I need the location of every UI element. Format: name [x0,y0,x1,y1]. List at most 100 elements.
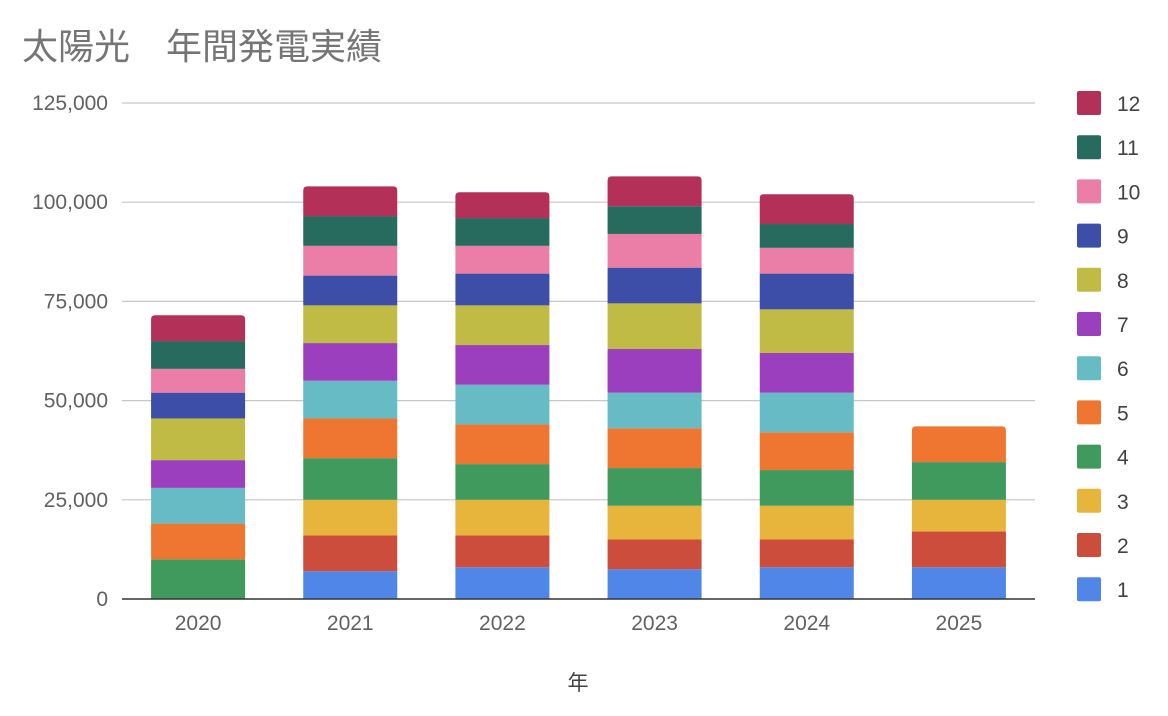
legend-swatch-9 [1077,223,1101,248]
legend-label-7: 7 [1117,314,1129,337]
legend-label-11: 11 [1117,137,1139,160]
legend-swatch-12 [1077,91,1101,115]
bar-segment-2020-10 [151,368,246,393]
bar-segment-2023-9 [607,267,702,304]
bar-segment-2024-8 [759,309,854,353]
bar-segment-2025-3 [911,499,1006,532]
legend-swatch-10 [1077,179,1101,204]
legend-swatch-3 [1077,488,1101,513]
bar-segment-2024-1 [759,567,854,599]
bar-segment-2023-3 [607,505,702,540]
bar-segment-2022-4 [455,464,550,500]
bar-segment-2022-1 [455,567,550,599]
bar-segment-2020-4 [151,559,246,599]
bar-segment-2022-11 [455,218,550,246]
bar-segment-2022-10 [455,245,550,274]
bar-segment-2021-6 [303,380,398,419]
x-tick-label: 2022 [479,612,526,635]
bar-segment-2020-8 [151,418,246,461]
legend-label-1: 1 [1117,579,1129,602]
bar-segment-2023-2 [607,539,702,570]
legend-label-10: 10 [1117,181,1140,204]
y-tick-label: 0 [96,588,108,611]
legend-label-4: 4 [1117,447,1129,470]
bar-segment-2021-10 [303,245,398,276]
bar-segment-2021-7 [303,343,398,381]
x-tick-label: 2025 [936,612,983,635]
bar-segment-2021-2 [303,535,398,572]
y-tick-label: 75,000 [44,290,108,313]
bar-segment-2021-3 [303,499,398,536]
legend-swatch-1 [1077,577,1101,602]
bar-segment-2024-4 [759,470,854,506]
legend-swatch-6 [1077,356,1101,381]
x-axis-title: 年 [568,671,589,695]
bar-segment-2022-3 [455,499,550,536]
bar-segment-2023-10 [607,233,702,268]
legend-label-2: 2 [1117,535,1129,558]
bar-segment-2024-3 [759,505,854,540]
bar-segment-2022-8 [455,305,550,346]
legend-swatch-11 [1077,135,1101,160]
bar-segment-2020-9 [151,392,246,419]
bar-segment-2023-1 [607,569,702,599]
bar-segment-2024-11 [759,224,854,248]
bar-segment-2021-9 [303,275,398,306]
legend-label-3: 3 [1117,491,1129,514]
y-tick-label: 50,000 [44,390,108,413]
legend-label-6: 6 [1117,358,1129,381]
x-tick-label: 2023 [631,612,678,635]
legend-swatch-7 [1077,312,1101,336]
bar-segment-2020-12 [151,315,246,342]
x-tick-label: 2024 [783,612,830,635]
bar-segment-2021-8 [303,305,398,344]
legend: 12 11 10 9 8 7 6 5 4 3 2 1 [1077,91,1140,602]
bar-segment-2023-7 [607,349,702,393]
bar-segment-2020-6 [151,487,246,524]
bar-segment-2020-11 [151,341,246,369]
bar-segment-2023-5 [607,428,702,469]
bar-segment-2023-8 [607,303,702,350]
legend-swatch-5 [1077,400,1101,425]
bar-segment-2023-12 [607,176,702,207]
bar-segment-2021-1 [303,571,398,599]
legend-label-5: 5 [1117,402,1129,425]
bar-segment-2023-6 [607,392,702,429]
y-tick-label: 125,000 [32,92,108,115]
bar-segment-2025-2 [911,531,1006,568]
bar-segment-2022-12 [455,192,550,219]
bar-segment-2023-4 [607,468,702,506]
bar-segment-2024-12 [759,194,854,225]
legend-label-8: 8 [1117,270,1129,293]
bar-segment-2022-2 [455,535,550,568]
bar-segment-2023-11 [607,206,702,234]
legend-swatch-2 [1077,533,1101,557]
bar-segment-2024-5 [759,432,854,471]
legend-label-12: 12 [1117,93,1140,116]
axes: 0 25,000 50,000 75,000 100,000 125,000 2020 202… [32,92,1035,635]
y-tick-label: 100,000 [32,191,108,214]
bar-segment-2020-5 [151,523,246,560]
legend-label-9: 9 [1117,226,1129,249]
bar-segment-2025-5 [911,426,1006,463]
bar-segment-2021-11 [303,216,398,246]
bar-segment-2024-2 [759,539,854,568]
legend-swatch-8 [1077,267,1101,292]
bar-segment-2024-7 [759,352,854,393]
bar-segment-2024-6 [759,392,854,433]
bar-segment-2025-4 [911,462,1006,500]
bar-segment-2022-7 [455,345,550,385]
x-tick-label: 2020 [175,612,222,635]
chart-title: 太陽光 年間発電実績 [22,27,383,68]
bar-segment-2021-5 [303,418,398,459]
bar-segment-2021-12 [303,186,398,217]
bar-segment-2025-1 [911,567,1006,599]
gridlines [122,102,1035,501]
x-tick-label: 2021 [327,612,374,635]
y-tick-label: 25,000 [44,489,108,512]
bar-segment-2020-7 [151,460,246,488]
bars [151,176,1006,599]
legend-swatch-4 [1077,444,1101,469]
bar-segment-2024-9 [759,273,854,310]
